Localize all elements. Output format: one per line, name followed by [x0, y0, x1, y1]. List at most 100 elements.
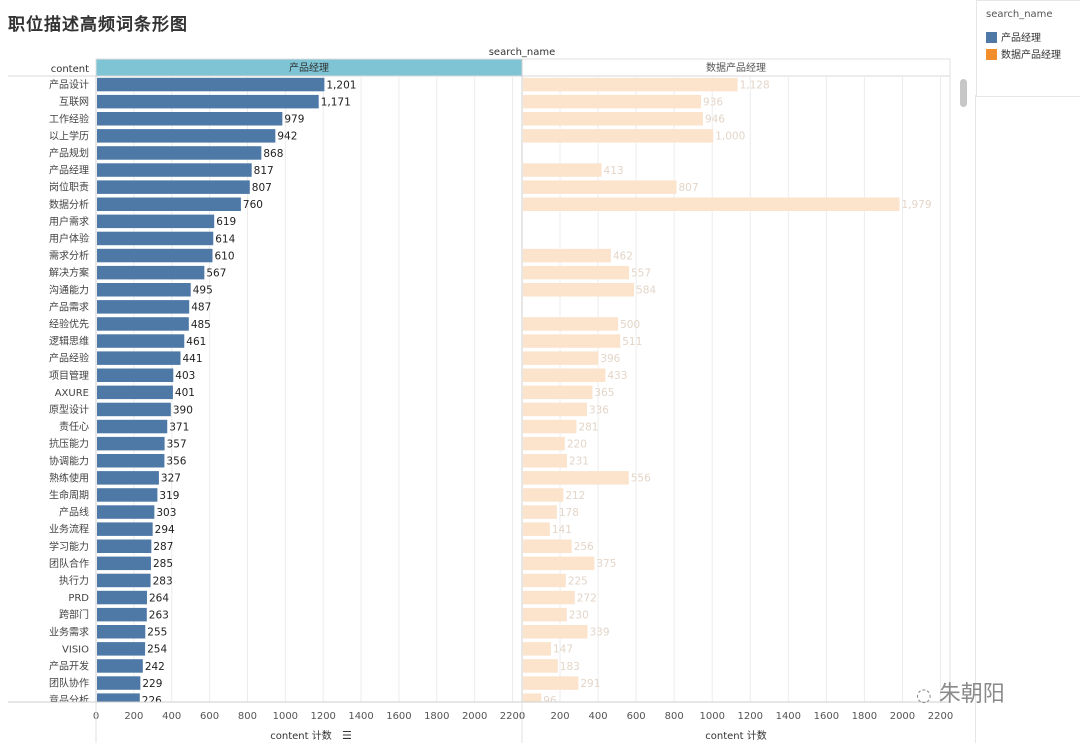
- bar-value-label: 303: [156, 507, 176, 519]
- bar-value-label: 946: [705, 114, 725, 126]
- category-label: 数据分析: [49, 198, 89, 211]
- category-label: AXURE: [55, 388, 89, 399]
- x-tick-label: 1200: [738, 711, 763, 722]
- column-header-title: search_name: [489, 47, 556, 58]
- bar-value-label: 183: [560, 661, 580, 673]
- category-label: 跨部门: [59, 608, 89, 621]
- bar: [97, 334, 185, 348]
- x-tick-label: 1600: [386, 711, 411, 722]
- bar: [97, 368, 174, 382]
- legend-item-data-product-manager[interactable]: 数据产品经理: [986, 46, 1061, 61]
- legend-title: search_name: [986, 9, 1053, 20]
- watermark: ◌ 朱朝阳: [916, 676, 1005, 708]
- bar: [97, 317, 189, 331]
- bar-value-label: 272: [577, 592, 597, 604]
- bar: [523, 94, 702, 109]
- category-label: 互联网: [59, 96, 89, 108]
- legend: search_name 产品经理 数据产品经理: [976, 0, 1080, 97]
- bar: [523, 163, 602, 177]
- x-tick-label: 1800: [852, 711, 877, 722]
- scrollbar-thumb[interactable]: [960, 79, 967, 107]
- bar: [97, 590, 147, 605]
- bar-value-label: 610: [214, 250, 234, 262]
- category-label: 产品经理: [49, 164, 89, 177]
- category-label: 以上学历: [49, 129, 89, 142]
- bar-value-label: 283: [153, 575, 173, 587]
- panel-header-label: 数据产品经理: [706, 61, 766, 74]
- bar-value-label: 462: [613, 250, 633, 262]
- bar-value-label: 557: [631, 267, 651, 279]
- bar-value-label: 263: [149, 609, 169, 621]
- side-panel-divider: [975, 95, 976, 743]
- category-label: 团队协作: [49, 677, 89, 690]
- bar-value-label: 242: [145, 661, 165, 673]
- bar-value-label: 413: [604, 165, 624, 177]
- bar-value-label: 485: [191, 319, 211, 331]
- axis-background: [8, 702, 952, 743]
- category-label: 产品开发: [49, 659, 89, 672]
- x-tick-label: 2000: [890, 711, 915, 722]
- bar-value-label: 178: [559, 507, 579, 519]
- bar: [97, 454, 165, 468]
- bar-value-label: 230: [569, 609, 589, 621]
- bar: [97, 642, 146, 656]
- category-label: 协调能力: [49, 454, 89, 467]
- bar: [97, 248, 213, 263]
- bar: [523, 471, 629, 485]
- bar-value-label: 511: [622, 336, 642, 348]
- bar-value-label: 357: [167, 438, 187, 450]
- bar-value-label: 495: [193, 285, 213, 297]
- x-tick-label: 600: [200, 711, 219, 722]
- bar: [97, 180, 250, 194]
- legend-swatch: [986, 32, 997, 43]
- bar: [523, 180, 677, 194]
- bar: [97, 556, 151, 571]
- category-label: PRD: [68, 593, 89, 604]
- bar: [97, 573, 151, 588]
- bar: [97, 607, 147, 622]
- x-axis-title: content 计数: [270, 729, 331, 742]
- sort-descending-icon: ☰: [342, 729, 352, 742]
- bar: [523, 625, 588, 639]
- x-tick-label: 1200: [310, 711, 335, 722]
- bar: [523, 590, 575, 605]
- bar-value-label: 231: [569, 456, 589, 468]
- bar-value-label: 441: [182, 353, 202, 365]
- bar-value-label: 147: [553, 644, 573, 656]
- bar: [97, 197, 241, 211]
- x-tick-label: 1600: [814, 711, 839, 722]
- bar: [97, 488, 158, 502]
- bar-value-label: 294: [155, 524, 175, 536]
- bar-value-label: 255: [147, 627, 167, 639]
- category-label: 项目管理: [49, 369, 89, 382]
- bar: [97, 471, 159, 485]
- bar: [523, 522, 550, 536]
- bar-value-label: 220: [567, 438, 587, 450]
- x-tick-label: 2200: [928, 711, 953, 722]
- category-label: 产品线: [59, 506, 89, 519]
- bar-value-label: 327: [161, 473, 181, 485]
- legend-item-product-manager[interactable]: 产品经理: [986, 29, 1041, 44]
- bar-value-label: 371: [169, 421, 189, 433]
- category-label: 学习能力: [49, 540, 89, 553]
- bar-value-label: 942: [277, 131, 297, 143]
- bar: [523, 368, 606, 382]
- bar-value-label: 403: [175, 370, 195, 382]
- bar: [97, 402, 171, 417]
- bar-value-label: 264: [149, 592, 169, 604]
- x-tick-label: 1400: [776, 711, 801, 722]
- bar: [97, 265, 205, 280]
- bar: [97, 231, 214, 246]
- bar: [523, 77, 738, 92]
- bar: [97, 351, 181, 365]
- bar: [523, 248, 611, 263]
- bar: [97, 146, 262, 160]
- bar-value-label: 433: [607, 370, 627, 382]
- vertical-scrollbar[interactable]: [956, 76, 970, 702]
- bar: [97, 129, 276, 143]
- bar: [523, 556, 595, 571]
- legend-label: 数据产品经理: [1001, 50, 1061, 61]
- category-label: 业务流程: [49, 523, 89, 536]
- category-label: 业务需求: [49, 625, 89, 638]
